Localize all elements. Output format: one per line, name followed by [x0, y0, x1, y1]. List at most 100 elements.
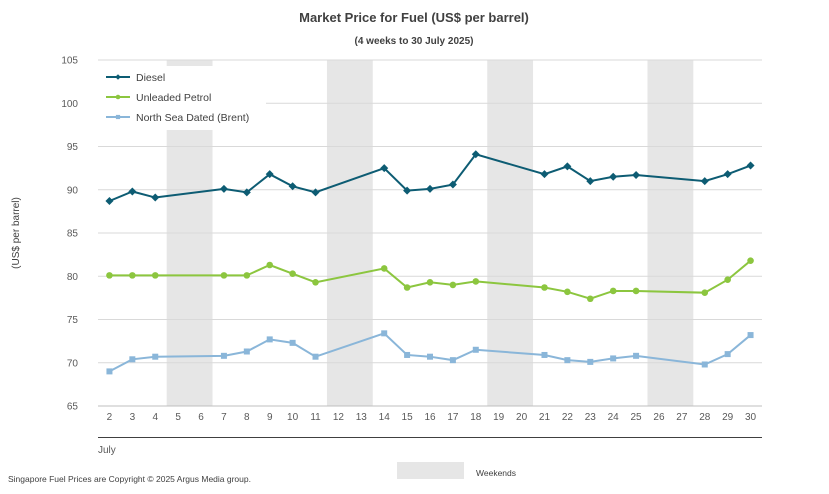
data-point [609, 287, 617, 295]
x-tick-label: 19 [493, 412, 505, 423]
data-point [106, 272, 113, 279]
data-point [426, 184, 434, 193]
y-tick-label: 80 [67, 272, 79, 283]
data-point [288, 182, 297, 191]
x-tick-label: 30 [745, 412, 757, 423]
y-axis-ticks: 65 70 75 80 85 90 95 100 105 [61, 56, 78, 413]
y-axis-label: (US$ per barrel) [11, 197, 22, 269]
data-point [449, 281, 457, 289]
data-point [129, 272, 136, 279]
legend-entry: Unleaded Petrol [136, 92, 211, 104]
data-point [289, 270, 296, 277]
data-point [106, 368, 113, 375]
x-tick-label: 13 [356, 412, 368, 423]
data-point [472, 278, 480, 285]
y-tick-label: 100 [61, 99, 78, 110]
x-tick-label: 12 [333, 412, 345, 423]
data-point [220, 352, 227, 359]
data-point [220, 272, 228, 279]
y-tick-label: 90 [67, 185, 79, 196]
x-tick-label: 23 [585, 412, 597, 423]
data-point [242, 188, 251, 197]
data-point [266, 261, 274, 269]
data-point [115, 74, 121, 80]
data-point [586, 177, 595, 186]
data-point [403, 284, 411, 291]
data-point [265, 170, 274, 179]
data-point [311, 188, 320, 197]
data-point [610, 355, 617, 362]
data-point [541, 351, 548, 358]
x-tick-label: 4 [152, 412, 158, 423]
data-point [564, 357, 571, 364]
data-point [724, 276, 731, 284]
data-point [541, 284, 548, 291]
data-point [633, 352, 640, 359]
chart-subtitle: (4 weeks to 30 July 2025) [355, 36, 474, 47]
y-tick-label: 85 [67, 229, 79, 240]
x-tick-label: 16 [424, 412, 436, 423]
data-point [632, 171, 641, 180]
copyright-text: Singapore Fuel Prices are Copyright © 20… [8, 474, 251, 484]
x-tick-label: 6 [198, 412, 204, 423]
series-0 [105, 150, 755, 205]
data-point [266, 336, 273, 343]
data-point [380, 265, 388, 272]
x-tick-label: 5 [175, 412, 181, 423]
weekend-legend-label: Weekends [476, 468, 516, 478]
data-point [243, 348, 250, 355]
x-tick-label: 8 [244, 412, 250, 423]
series-1 [106, 257, 754, 303]
series-2 [106, 330, 754, 375]
x-tick-label: 15 [402, 412, 414, 423]
data-point [701, 361, 708, 368]
data-point [312, 279, 319, 286]
data-point [448, 180, 457, 189]
data-point [380, 164, 389, 173]
data-point [449, 357, 456, 364]
y-tick-label: 75 [67, 315, 79, 326]
data-point [471, 150, 480, 159]
data-point [381, 330, 388, 337]
x-tick-label: 2 [107, 412, 113, 423]
data-point [700, 177, 709, 186]
legend: Diesel Unleaded Petrol North Sea Dated (Br… [106, 72, 249, 124]
data-point [128, 187, 137, 196]
x-tick-label: 24 [608, 412, 620, 423]
data-point [129, 356, 136, 363]
data-point [115, 94, 121, 100]
data-point [289, 339, 296, 346]
data-point [243, 272, 251, 279]
x-tick-label: 20 [516, 412, 528, 423]
x-tick-label: 14 [379, 412, 391, 423]
x-axis-label: July [98, 445, 116, 456]
weekend-legend-swatch [397, 462, 464, 479]
x-axis-ticks: 2 3 4 5 6 7 8 9 10 11 12 13 14 15 16 17 18 19 20 21 22 23 24 25… [107, 412, 757, 423]
data-point [723, 170, 732, 179]
data-point [403, 186, 412, 195]
data-point [115, 114, 121, 120]
x-tick-label: 11 [310, 412, 321, 423]
data-point [426, 279, 434, 286]
x-tick-label: 18 [470, 412, 482, 423]
legend-entry: Diesel [136, 72, 165, 84]
data-point [747, 332, 754, 339]
series-lines [105, 150, 755, 375]
x-tick-label: 7 [221, 412, 227, 423]
data-point [219, 184, 228, 193]
x-tick-label: 3 [130, 412, 136, 423]
data-point [747, 257, 754, 264]
data-point [152, 353, 159, 360]
data-point [724, 351, 731, 358]
legend-entry: North Sea Dated (Brent) [136, 112, 249, 124]
data-point [472, 346, 479, 353]
data-point [540, 170, 549, 179]
data-point [609, 172, 618, 181]
x-tick-label: 27 [676, 412, 688, 423]
y-tick-label: 105 [61, 56, 78, 67]
data-point [701, 289, 709, 296]
x-tick-label: 28 [699, 412, 711, 423]
x-tick-label: 25 [631, 412, 643, 423]
x-tick-label: 22 [562, 412, 574, 423]
x-tick-label: 26 [653, 412, 665, 423]
